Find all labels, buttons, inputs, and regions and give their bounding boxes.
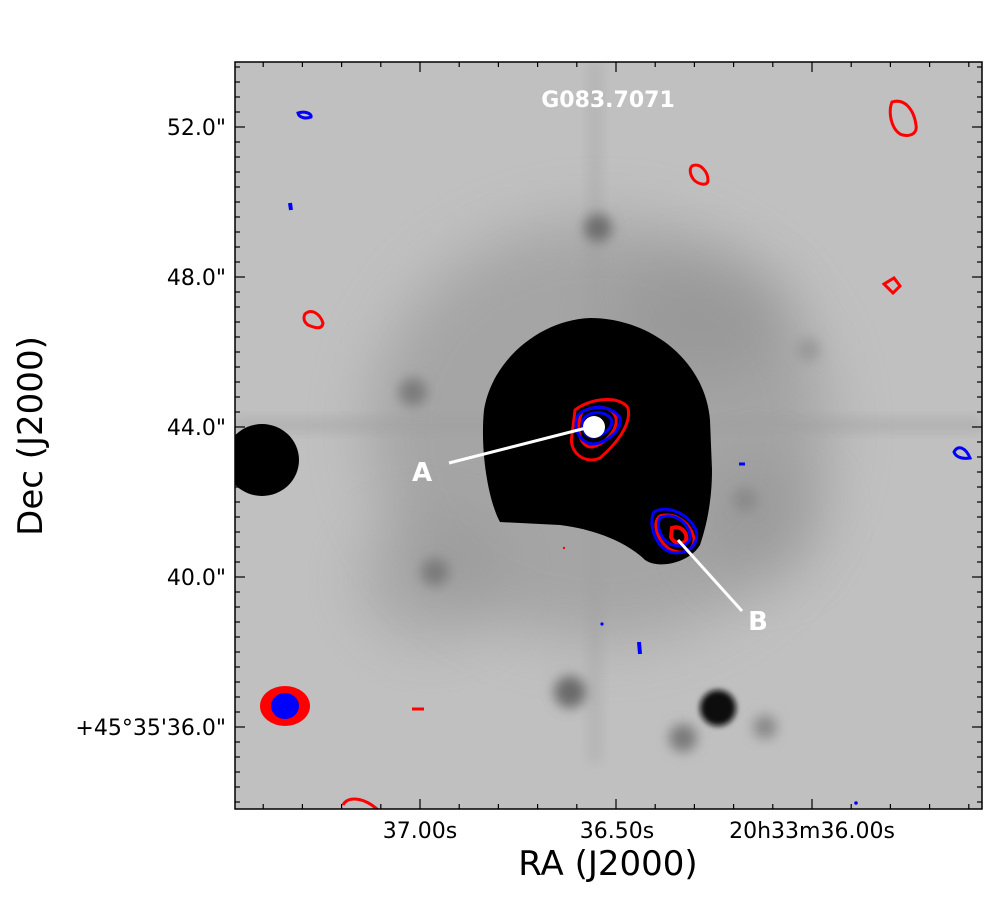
image-panel: [235, 62, 982, 809]
plot-frame: [234, 61, 983, 810]
blue-contour: [296, 110, 313, 120]
y-tick-label: 52.0": [167, 116, 226, 141]
blue-contour: [952, 446, 973, 460]
y-tick-label: 40.0": [167, 566, 226, 591]
blue-contour: [656, 514, 692, 548]
source-label-a: A: [412, 458, 432, 488]
red-contour: [881, 276, 902, 296]
red-contour: [668, 525, 689, 546]
x-tick-label: 37.00s: [383, 819, 457, 844]
contours: [288, 99, 973, 809]
blue-contour: [288, 202, 293, 211]
y-tick-label: 44.0": [167, 416, 226, 441]
red-contour: [569, 398, 631, 462]
blue-contour: [637, 641, 642, 655]
source-a-marker: [583, 416, 605, 438]
source-a-pointer: [448, 425, 591, 465]
image-title: G083.7071: [541, 88, 675, 113]
red-contour: [888, 99, 918, 137]
source-label-b: B: [748, 607, 768, 637]
y-tick-label: +45°35'36.0": [75, 716, 226, 741]
axis-ticks: [235, 62, 982, 809]
x-tick-label: 36.50s: [580, 819, 654, 844]
y-axis-title: Dec (J2000): [11, 336, 51, 536]
x-tick-label: 20h33m36.00s: [729, 819, 895, 844]
source-b-pointer: [676, 538, 744, 613]
x-axis-title: RA (J2000): [518, 844, 697, 884]
red-contour: [341, 797, 380, 809]
blue-contour: [574, 406, 622, 446]
y-tick-label: 48.0": [167, 266, 226, 291]
red-contour: [688, 163, 710, 186]
red-contour: [302, 310, 325, 330]
blue-contour: [650, 507, 699, 555]
beam-blue-ellipse: [271, 693, 299, 719]
